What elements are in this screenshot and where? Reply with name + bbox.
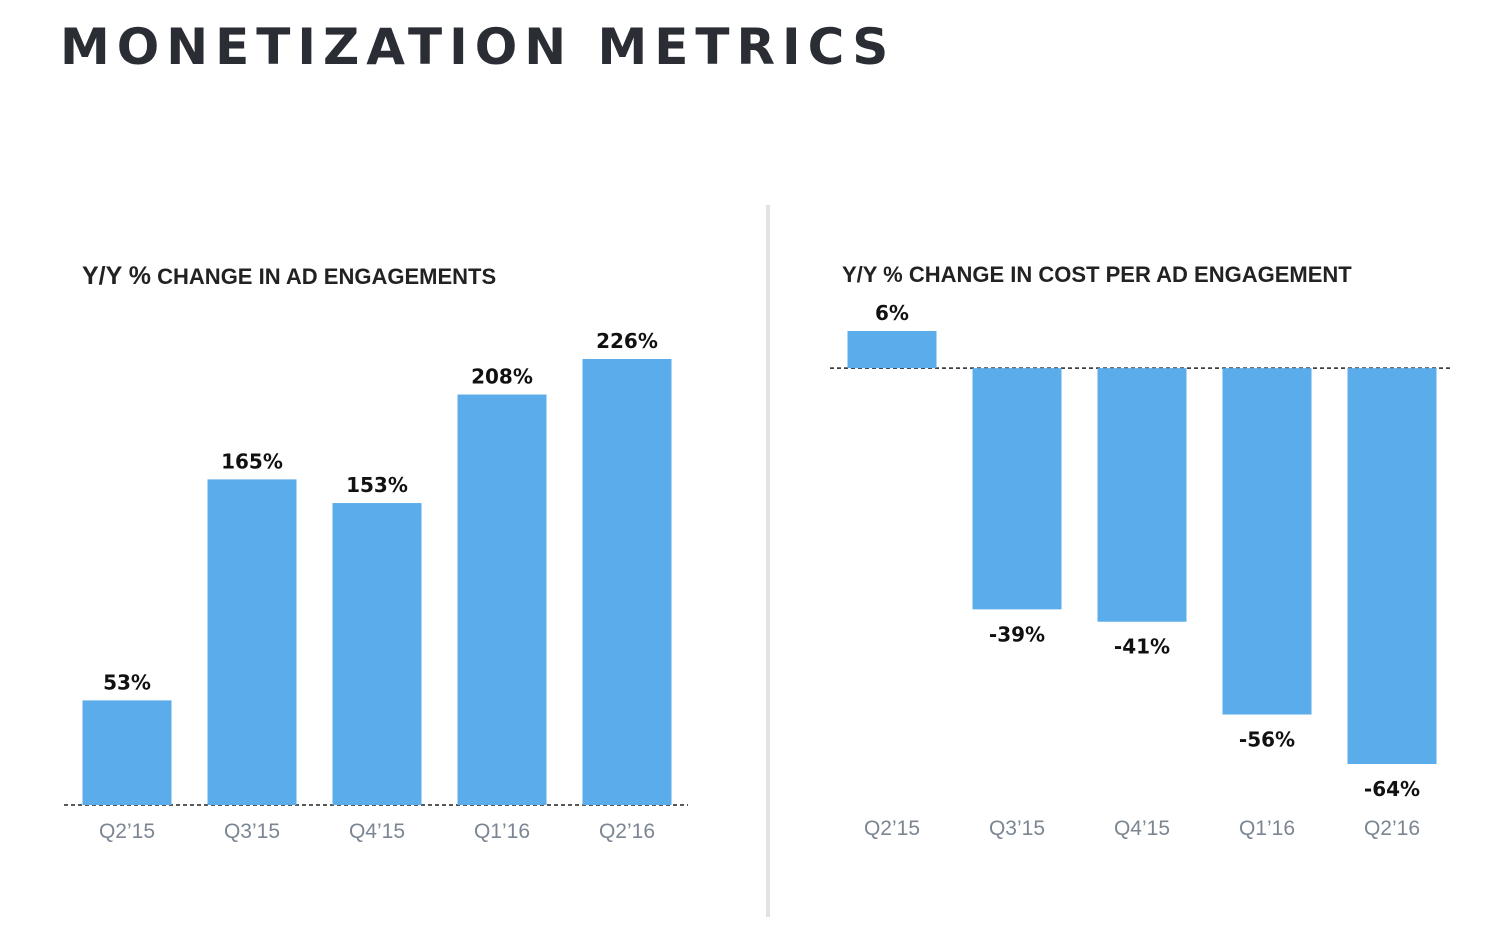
bar-2: [972, 368, 1062, 610]
panel-divider: [766, 205, 770, 917]
bar-3: [332, 503, 422, 805]
tick-label-3: Q4’15: [349, 820, 405, 843]
bar-1: [82, 700, 172, 805]
chart-title-rest: CHANGE IN AD ENGAGEMENTS: [151, 264, 497, 289]
data-label-3: -41%: [1114, 635, 1170, 659]
data-label-3: 153%: [346, 473, 408, 497]
data-label-5: -64%: [1364, 777, 1420, 801]
data-label-2: -39%: [989, 622, 1045, 646]
tick-label-5: Q2’16: [1364, 817, 1420, 840]
chart-title-lead: Y/Y %: [82, 262, 152, 290]
data-label-1: 53%: [103, 670, 151, 694]
tick-label-2: Q3’15: [989, 817, 1045, 840]
data-label-1: 6%: [875, 301, 909, 325]
page-title: MONETIZATION METRICS: [60, 18, 896, 76]
chart-panel-ad-engagements: Y/Y % CHANGE IN AD ENGAGEMENTS 53% Q2’15 1…: [64, 262, 688, 843]
chart-title-cost-per-engagement: Y/Y % CHANGE IN COST PER AD ENGAGEMENT: [842, 262, 1352, 287]
bar-2: [207, 479, 297, 805]
tick-label-2: Q3’15: [224, 820, 280, 843]
tick-label-1: Q2’15: [864, 817, 920, 840]
tick-label-5: Q2’16: [599, 820, 655, 843]
bar-5: [1347, 368, 1437, 764]
bar-1: [847, 331, 937, 369]
ad-engagements-bar-chart: 53% Q2’15 165% Q3’15 153% Q4’15 208% Q1’16 226% Q…: [64, 329, 688, 843]
cost-per-engagement-bar-chart: 6% Q2’15 -39% Q3’15 -41% Q4’15 -56% Q1’16 -64% Q2…: [830, 301, 1452, 840]
data-label-4: -56%: [1239, 728, 1295, 752]
tick-label-3: Q4’15: [1114, 817, 1170, 840]
tick-label-1: Q2’15: [99, 820, 155, 843]
chart-panel-cost-per-engagement: Y/Y % CHANGE IN COST PER AD ENGAGEMENT 6…: [770, 0, 1486, 946]
bar-3: [1097, 368, 1187, 622]
bar-4: [457, 394, 547, 805]
data-label-5: 226%: [596, 329, 658, 353]
chart-title-ad-engagements: Y/Y % CHANGE IN AD ENGAGEMENTS: [82, 262, 496, 291]
tick-label-4: Q1’16: [474, 820, 530, 843]
data-label-2: 165%: [221, 449, 283, 473]
data-label-4: 208%: [471, 365, 533, 389]
tick-label-4: Q1’16: [1239, 817, 1295, 840]
bar-4: [1222, 368, 1312, 715]
bar-5: [582, 359, 672, 805]
